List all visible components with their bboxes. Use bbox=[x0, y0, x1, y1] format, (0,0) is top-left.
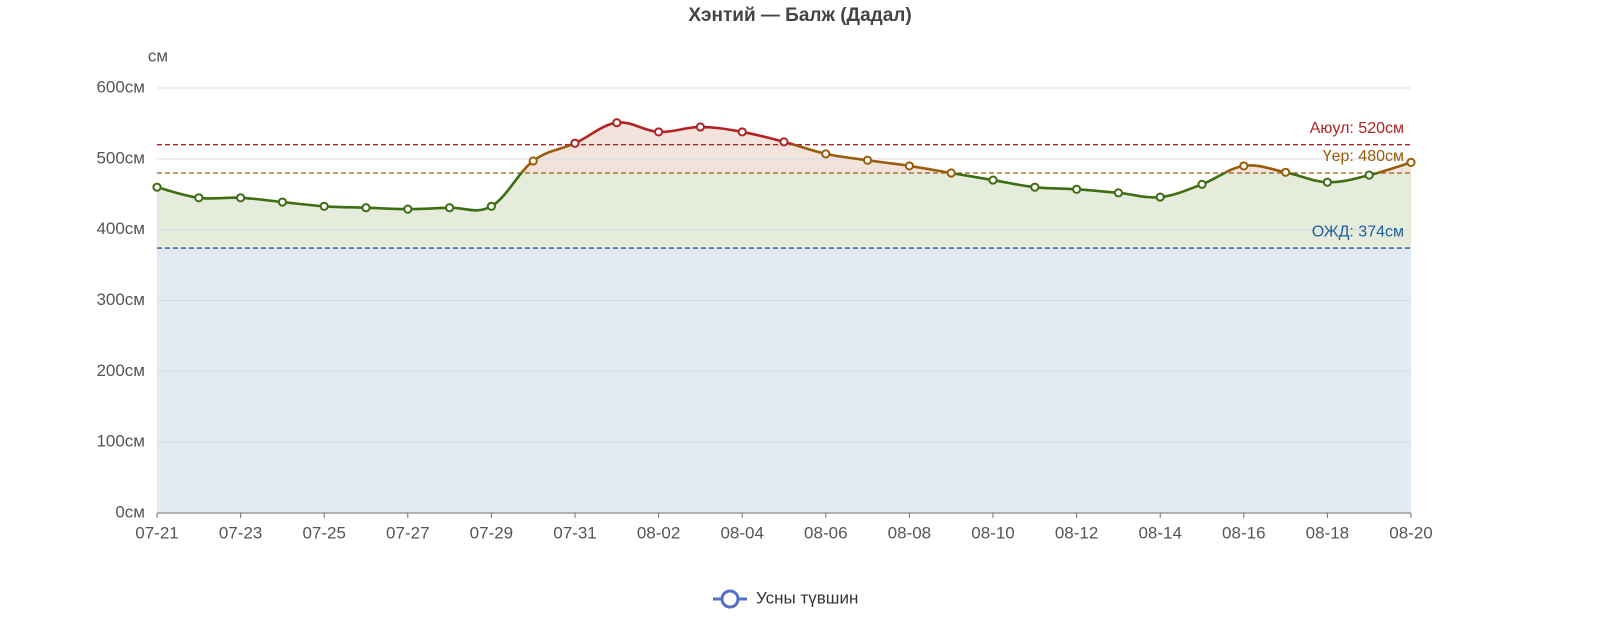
plot: Аюул: 520см Үер: 480см ОЖД: 374см bbox=[152, 118, 1416, 249]
point bbox=[904, 161, 915, 171]
x-tick-label: 08-20 bbox=[1389, 523, 1432, 542]
x-tick-label: 08-06 bbox=[804, 523, 847, 542]
point bbox=[236, 193, 246, 203]
y-tick-label: 400см bbox=[96, 219, 145, 238]
y-tick-label: 600см bbox=[96, 77, 145, 96]
point bbox=[988, 175, 998, 185]
x-tick-label: 08-08 bbox=[888, 523, 931, 542]
point bbox=[946, 168, 956, 178]
x-tick-label: 08-18 bbox=[1306, 523, 1349, 542]
x-tick-label: 08-12 bbox=[1055, 523, 1098, 542]
legend-marker bbox=[720, 589, 740, 609]
x-tick-label: 08-14 bbox=[1138, 523, 1181, 542]
point bbox=[821, 149, 831, 159]
point bbox=[1364, 170, 1374, 180]
chart-title: Хэнтий — Балж (Дадал) bbox=[688, 5, 911, 26]
legend-label[interactable]: Усны түвшин bbox=[756, 588, 858, 607]
threshold-label: Аюул: 520см bbox=[1310, 120, 1404, 137]
x-tick-label: 08-02 bbox=[637, 523, 680, 542]
x-tick-label: 07-27 bbox=[386, 523, 429, 542]
point bbox=[779, 137, 789, 147]
point bbox=[1197, 179, 1207, 189]
point bbox=[695, 122, 706, 132]
point bbox=[1072, 184, 1082, 194]
threshold-label: ОЖД: 374см bbox=[1312, 223, 1404, 240]
area-band bbox=[157, 122, 1411, 145]
point bbox=[1406, 157, 1416, 167]
x-tick-label: 08-10 bbox=[971, 523, 1014, 542]
point bbox=[654, 127, 664, 137]
area-band bbox=[157, 122, 1411, 513]
point bbox=[486, 201, 496, 211]
threshold-label: Үер: 480см bbox=[1323, 148, 1404, 165]
point bbox=[403, 204, 413, 214]
point bbox=[1239, 161, 1249, 171]
point bbox=[528, 156, 538, 166]
y-tick-label: 100см bbox=[96, 432, 145, 451]
point bbox=[1155, 192, 1165, 202]
x-tick-label: 08-16 bbox=[1222, 523, 1265, 542]
y-axis-unit: см bbox=[148, 46, 168, 65]
y-tick-label: 200см bbox=[96, 361, 145, 380]
y-tick-label: 300см bbox=[96, 290, 145, 309]
x-tick-label: 07-23 bbox=[219, 523, 262, 542]
legend[interactable]: Усны түвшин bbox=[713, 588, 858, 609]
point bbox=[1113, 188, 1124, 198]
point bbox=[737, 127, 747, 137]
point bbox=[277, 197, 287, 207]
point bbox=[570, 138, 580, 148]
point bbox=[445, 203, 455, 213]
point bbox=[152, 182, 162, 192]
x-tick-label: 07-21 bbox=[135, 523, 178, 542]
x-tick-label: 07-31 bbox=[553, 523, 596, 542]
point bbox=[612, 118, 622, 128]
y-tick-label: 500см bbox=[96, 148, 145, 167]
point bbox=[1281, 167, 1291, 177]
point bbox=[1322, 177, 1333, 187]
point bbox=[1030, 182, 1040, 192]
point bbox=[361, 203, 371, 213]
point bbox=[863, 155, 873, 165]
x-tick-label: 08-04 bbox=[720, 523, 763, 542]
point bbox=[194, 193, 204, 203]
y-tick-label: 0см bbox=[115, 502, 145, 521]
x-tick-label: 07-25 bbox=[302, 523, 345, 542]
grid: 0см 100см 200см 300см 400см 500см 600см 07-21 07… bbox=[96, 77, 1432, 542]
area bbox=[157, 122, 1411, 513]
x-tick-label: 07-29 bbox=[470, 523, 513, 542]
point bbox=[319, 201, 329, 211]
area-band bbox=[157, 122, 1411, 173]
